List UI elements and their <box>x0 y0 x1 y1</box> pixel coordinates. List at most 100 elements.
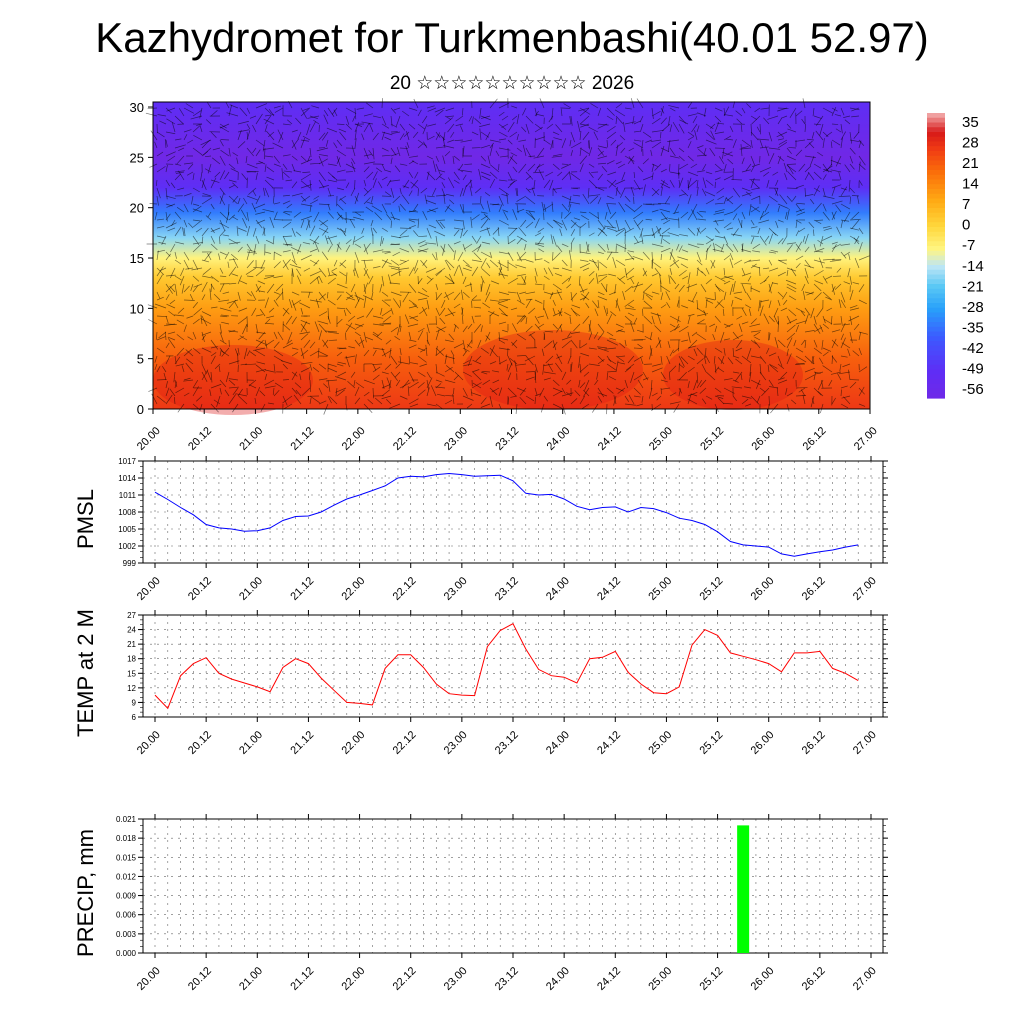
wind-barb <box>498 299 511 301</box>
wind-barb <box>354 354 357 365</box>
wind-barb <box>601 165 608 173</box>
wind-barb <box>453 155 460 161</box>
wind-barb <box>847 348 851 357</box>
wind-barb <box>854 235 860 245</box>
wind-barb <box>219 315 228 318</box>
wind-barb <box>436 326 446 333</box>
wind-barb <box>660 179 669 186</box>
wind-barb <box>759 211 770 219</box>
x-tick-label: 26.00 <box>749 575 777 603</box>
wind-barb <box>849 218 861 221</box>
wind-barb <box>399 227 412 229</box>
wind-barb <box>772 231 779 237</box>
wind-barb <box>525 298 532 309</box>
wind-barb <box>579 131 582 141</box>
wind-barb <box>455 115 464 122</box>
wind-barb <box>156 266 164 277</box>
wind-barb <box>732 371 740 374</box>
wind-barb <box>366 201 374 205</box>
wind-barb <box>354 397 361 405</box>
wind-barb <box>651 291 660 295</box>
wind-barb <box>354 386 360 397</box>
wind-barb <box>729 283 734 295</box>
wind-barb <box>570 229 576 237</box>
wind-barb <box>247 249 257 253</box>
wind-barb <box>760 299 770 303</box>
wind-barb <box>291 352 298 357</box>
wind-barb <box>764 203 770 213</box>
wind-barb <box>303 267 311 272</box>
wind-barb <box>831 329 841 333</box>
wind-barb <box>391 131 401 135</box>
wind-barb <box>457 251 464 262</box>
x-tick-label: 23.00 <box>442 965 470 993</box>
wind-barb <box>355 323 365 329</box>
wind-barb <box>275 291 284 301</box>
wind-barb <box>402 291 410 303</box>
wind-barb <box>392 251 401 257</box>
wind-barb <box>399 248 410 253</box>
wind-barb <box>412 303 419 309</box>
wind-barb <box>484 291 491 302</box>
wind-barb <box>480 115 491 121</box>
wind-barb <box>445 259 455 269</box>
wind-barb <box>520 315 527 323</box>
wind-barb <box>277 331 284 341</box>
wind-barb <box>606 314 613 325</box>
wind-barb <box>741 355 752 364</box>
wind-barb <box>381 389 390 397</box>
wind-barb <box>597 359 605 365</box>
wind-barb <box>156 296 164 301</box>
wind-barb <box>219 139 224 147</box>
wind-barb <box>588 271 595 277</box>
wind-barb <box>615 144 619 157</box>
wind-barb <box>322 339 329 347</box>
wind-barb <box>756 395 761 403</box>
wind-barb <box>245 155 248 164</box>
wind-barb <box>697 112 707 117</box>
wind-barb <box>183 285 190 293</box>
wind-barb <box>516 237 523 245</box>
wind-barb <box>696 307 706 314</box>
wind-barb <box>398 267 401 277</box>
wind-barb <box>372 349 377 357</box>
wind-barb <box>741 283 747 294</box>
wind-barb <box>219 170 226 181</box>
wind-barb <box>246 147 254 157</box>
wind-barb <box>621 171 626 181</box>
wind-barb <box>368 275 374 285</box>
wind-barb <box>849 196 852 205</box>
wind-barb <box>748 371 752 383</box>
wind-barb <box>201 331 212 336</box>
wind-barb <box>615 117 617 125</box>
wind-barb <box>712 248 725 253</box>
wind-barb <box>202 267 212 275</box>
wind-barb <box>583 387 590 397</box>
wind-barb <box>732 101 736 109</box>
wind-barb <box>849 155 853 164</box>
wind-barb <box>525 355 534 366</box>
wind-barb <box>732 281 736 293</box>
wind-barb <box>786 353 792 365</box>
wind-barb <box>426 371 432 379</box>
wind-barb <box>417 327 425 333</box>
x-tick-label: 21.12 <box>288 575 316 603</box>
wind-barb <box>487 155 491 165</box>
colorbar-swatch <box>927 388 945 394</box>
wind-barb <box>751 163 761 167</box>
wind-barb <box>228 386 240 389</box>
wind-barb <box>221 347 230 357</box>
wind-barb <box>696 187 699 197</box>
wind-barb <box>534 218 540 229</box>
wind-barb <box>768 147 781 150</box>
wind-barb <box>723 175 734 181</box>
wind-barb <box>714 363 717 374</box>
wind-barb <box>534 397 536 405</box>
wind-barb <box>800 310 806 317</box>
wind-barb <box>156 187 161 199</box>
x-tick-label: 23.00 <box>442 575 470 603</box>
wind-barb <box>656 395 662 401</box>
wind-barb <box>336 307 346 310</box>
wind-barb <box>826 307 833 312</box>
